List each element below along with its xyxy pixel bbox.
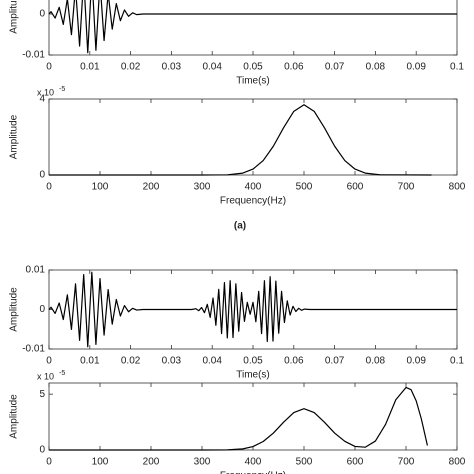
x-tick-label: 800 (449, 182, 466, 193)
x-tick-label: 0 (46, 457, 52, 468)
y-tick-label: -0.01 (22, 50, 45, 61)
y-tick-label: 0 (39, 9, 45, 20)
x-axis-label: Frequency(Hz) (220, 196, 286, 207)
x-tick-label: 0 (46, 182, 52, 193)
x-tick-label: 0.09 (406, 62, 426, 73)
x-tick-label: 300 (194, 457, 211, 468)
x-tick-label: 0.08 (366, 62, 386, 73)
x-tick-label: 0.03 (162, 62, 182, 73)
x-tick-label: 700 (398, 182, 415, 193)
x-tick-label: 0.05 (243, 356, 263, 367)
x-tick-label: 0.01 (80, 356, 100, 367)
x-tick-label: 400 (245, 182, 262, 193)
x-tick-label: 100 (92, 457, 109, 468)
x-tick-label: 0.07 (325, 62, 345, 73)
y-exponent-base: x 10 (37, 371, 54, 381)
y-tick-label: 4 (39, 94, 45, 105)
x-tick-label: 500 (296, 182, 313, 193)
y-tick-label: 0 (39, 304, 45, 315)
x-tick-label: 200 (143, 457, 160, 468)
x-tick-label: 0.04 (202, 62, 222, 73)
axes-frame (48, 98, 458, 176)
axes-frame (48, 382, 458, 451)
y-tick-label: -0.01 (22, 344, 45, 355)
y-axis-label: Amplitude (9, 394, 20, 439)
y-axis-label: Amplitude (9, 114, 20, 159)
x-tick-label: 0 (46, 356, 52, 367)
signal-line (49, 104, 432, 176)
signal-line (48, 271, 457, 348)
y-tick-label: 5 (39, 389, 45, 400)
x-tick-label: 500 (296, 457, 313, 468)
x-tick-label: 700 (398, 457, 415, 468)
x-tick-label: 800 (449, 457, 466, 468)
y-axis-label: Amplitude (9, 0, 20, 34)
x-tick-label: 0.02 (121, 62, 141, 73)
x-tick-label: 400 (245, 457, 262, 468)
y-tick-label: 0 (39, 445, 45, 456)
x-tick-label: 0.08 (366, 356, 386, 367)
y-axis-label: Amplitude (9, 287, 20, 332)
y-exponent-power: -5 (59, 86, 65, 93)
x-tick-label: 0.07 (325, 356, 345, 367)
x-tick-label: 200 (143, 182, 160, 193)
x-axis-label: Frequency(Hz) (220, 471, 286, 474)
y-exponent-power: -5 (59, 370, 65, 377)
x-tick-label: 0.04 (202, 356, 222, 367)
panel-label: (a) (234, 221, 246, 232)
x-tick-label: 0.06 (284, 356, 304, 367)
x-tick-label: 0.1 (450, 356, 464, 367)
y-exponent-base: x 10 (37, 87, 54, 97)
x-tick-label: 0.02 (121, 356, 141, 367)
x-tick-label: 0.06 (284, 62, 304, 73)
signal-line (49, 386, 429, 451)
y-tick-label: 0 (39, 170, 45, 181)
x-tick-label: 600 (347, 457, 364, 468)
x-tick-label: 600 (347, 182, 364, 193)
x-tick-label: 0 (46, 62, 52, 73)
signal-line (48, 0, 457, 54)
x-tick-label: 0.1 (450, 62, 464, 73)
x-tick-label: 300 (194, 182, 211, 193)
x-tick-label: 0.01 (80, 62, 100, 73)
x-tick-label: 0.05 (243, 62, 263, 73)
x-axis-label: Time(s) (236, 76, 270, 87)
x-tick-label: 0.03 (162, 356, 182, 367)
y-tick-label: 0.01 (26, 265, 46, 276)
x-tick-label: 100 (92, 182, 109, 193)
x-tick-label: 0.09 (406, 356, 426, 367)
x-axis-label: Time(s) (236, 370, 270, 381)
